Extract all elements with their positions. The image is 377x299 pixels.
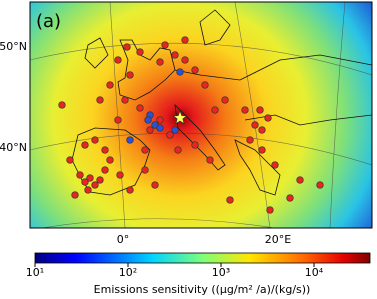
station: [71, 191, 79, 199]
station: [221, 96, 229, 104]
station: [166, 131, 174, 139]
station: [126, 71, 134, 79]
panel-label: (a): [36, 11, 61, 32]
station: [251, 121, 259, 129]
sensitivity-field: [30, 2, 372, 228]
station: [116, 171, 124, 179]
station: [241, 106, 249, 114]
stations: [58, 36, 324, 214]
station: [106, 156, 114, 164]
station: [296, 176, 304, 184]
station: [211, 106, 219, 114]
station: [91, 136, 99, 144]
station: [86, 174, 94, 182]
station: [81, 141, 89, 149]
station: [171, 126, 179, 134]
station: [144, 116, 152, 124]
station: [174, 146, 182, 154]
station: [106, 81, 114, 89]
colorbar-tick-label: 10⁴: [305, 266, 324, 279]
station: [141, 166, 149, 174]
station: [156, 116, 164, 124]
station: [191, 66, 199, 74]
station: [123, 43, 131, 51]
lat-label: 50°N: [0, 40, 27, 53]
station: [258, 126, 266, 134]
station: [81, 178, 89, 186]
colorbar: [34, 252, 371, 264]
station: [126, 186, 134, 194]
lon-label: 20°E: [265, 233, 291, 246]
coastlines: [71, 9, 372, 196]
station: [156, 124, 164, 132]
station: [96, 96, 104, 104]
station: [136, 104, 144, 112]
station: [114, 116, 122, 124]
station: [156, 58, 164, 66]
station: [151, 181, 159, 189]
station: [258, 146, 266, 154]
station: [121, 96, 129, 104]
station: [176, 68, 184, 76]
station: [206, 156, 214, 164]
station: [91, 181, 99, 189]
colorbar-tick-label: 10²: [119, 266, 137, 279]
station: [286, 194, 294, 202]
source-star: [172, 110, 188, 125]
station: [96, 176, 104, 184]
station: [256, 106, 264, 114]
station: [101, 146, 109, 154]
colorbar-label: Emissions sensitivity ((μg/m² /a)/(kg/s)…: [94, 283, 311, 296]
station: [58, 101, 66, 109]
station: [66, 156, 74, 164]
map-frame: [29, 1, 373, 229]
station: [266, 206, 274, 214]
lat-label: 40°N: [0, 141, 27, 154]
station: [246, 136, 254, 144]
station: [84, 186, 92, 194]
colorbar-tick-label: 10³: [212, 266, 230, 279]
station: [76, 171, 84, 179]
station: [114, 56, 122, 64]
station: [136, 48, 144, 56]
station: [101, 166, 109, 174]
station: [316, 181, 324, 189]
station: [181, 36, 189, 44]
station: [264, 114, 272, 122]
station: [161, 41, 169, 49]
station: [271, 161, 279, 169]
station: [181, 56, 189, 64]
station: [201, 81, 209, 89]
station: [146, 126, 154, 134]
station: [191, 141, 199, 149]
colorbar-tick-label: 10¹: [26, 266, 44, 279]
map: [30, 2, 372, 228]
station: [226, 196, 234, 204]
lon-label: 0°: [117, 233, 130, 246]
station: [141, 146, 149, 154]
station: [171, 51, 179, 59]
station: [126, 136, 134, 144]
